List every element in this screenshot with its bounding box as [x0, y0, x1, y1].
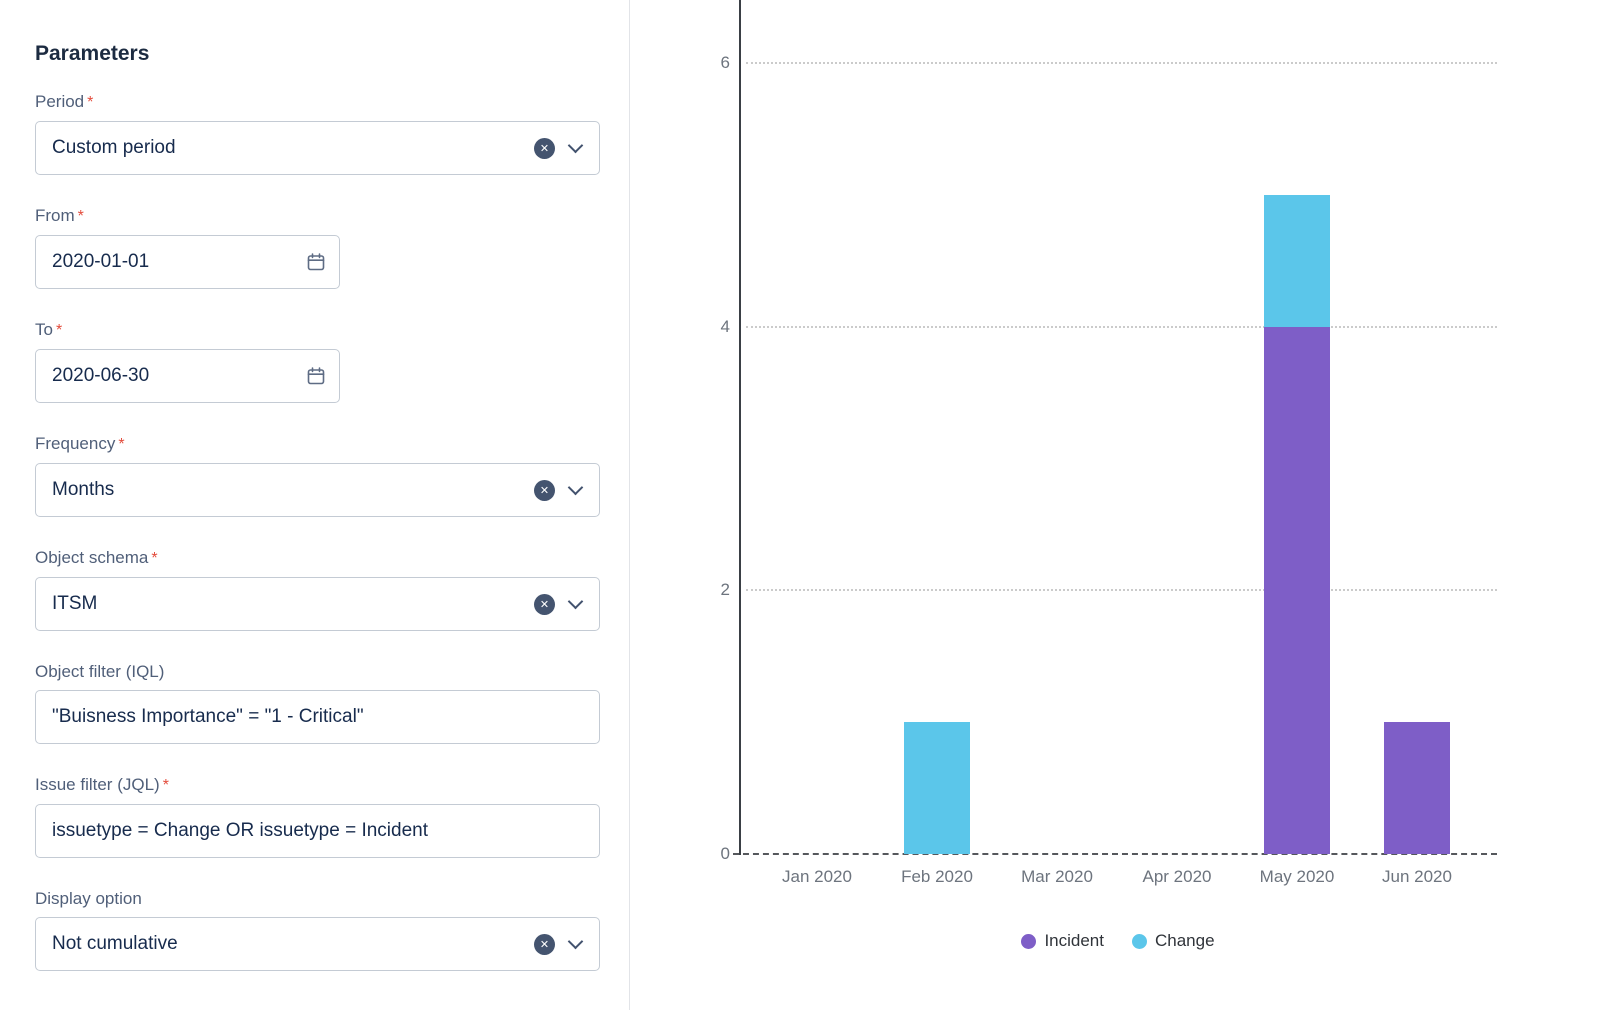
plot-area	[733, 0, 1497, 856]
object-schema-label-text: Object schema	[35, 548, 149, 567]
from-date-input[interactable]	[36, 251, 306, 273]
chart-panel: Incident Change 0 2 4 6 Jan 2020 Feb 2020 Mar 2…	[630, 0, 1600, 1010]
x-axis-zero-line	[733, 853, 1497, 855]
issue-filter-label: Issue filter (JQL) *	[35, 775, 599, 796]
to-label-text: To	[35, 320, 53, 339]
display-option-select[interactable]: Not cumulative ✕	[35, 917, 600, 971]
x-axis-label: Jan 2020	[782, 867, 852, 886]
to-date-input[interactable]	[36, 365, 306, 387]
y-axis-tick-label: 4	[720, 316, 730, 336]
field-object-schema: Object schema * ITSM ✕	[35, 548, 600, 631]
period-select-value: Custom period	[52, 137, 176, 158]
object-filter-label-text: Object filter (IQL)	[35, 662, 165, 681]
from-label-text: From	[35, 206, 75, 225]
required-asterisk: *	[55, 322, 63, 339]
legend-label: Incident	[1044, 931, 1104, 950]
period-label: Period *	[35, 92, 599, 113]
y-axis-line	[739, 0, 741, 855]
chevron-down-icon[interactable]	[567, 593, 584, 610]
period-select[interactable]: Custom period ✕	[35, 121, 600, 175]
bar-incident-jun-2020	[1384, 722, 1450, 854]
object-schema-select-value: ITSM	[52, 593, 98, 614]
gridline	[746, 325, 1497, 328]
field-display-option: Display option Not cumulative ✕	[35, 889, 600, 971]
required-asterisk: *	[118, 436, 125, 453]
chevron-down-icon[interactable]	[567, 479, 584, 496]
issue-filter-label-text: Issue filter (JQL)	[35, 775, 160, 794]
field-period: Period * Custom period ✕	[35, 92, 600, 175]
frequency-label: Frequency *	[35, 434, 599, 455]
calendar-icon[interactable]	[306, 366, 326, 386]
period-label-text: Period	[35, 92, 85, 111]
bar-change-may-2020	[1264, 194, 1330, 327]
chevron-down-icon[interactable]	[567, 137, 584, 154]
y-axis-tick-label: 2	[720, 580, 730, 600]
field-to: To *	[35, 320, 599, 403]
object-filter-label: Object filter (IQL)	[35, 662, 599, 682]
bar-incident-may-2020	[1264, 326, 1330, 854]
from-date-field[interactable]	[35, 235, 340, 289]
field-frequency: Frequency * Months ✕	[35, 434, 600, 517]
x-axis-label: May 2020	[1259, 867, 1335, 886]
object-schema-label: Object schema *	[35, 548, 599, 569]
bar-change-feb-2020	[904, 722, 970, 854]
display-option-label: Display option	[35, 889, 599, 909]
x-axis-label: Apr 2020	[1142, 867, 1212, 886]
frequency-label-text: Frequency	[35, 434, 116, 453]
x-axis-label: Jun 2020	[1382, 867, 1452, 886]
x-axis-label: Feb 2020	[901, 867, 973, 886]
required-asterisk: *	[162, 777, 169, 794]
parameters-panel: Parameters Period * Custom period ✕ From *	[0, 0, 630, 1010]
display-option-label-text: Display option	[35, 889, 142, 908]
required-asterisk: *	[151, 550, 158, 567]
chevron-down-icon[interactable]	[567, 933, 584, 950]
y-axis-tick-label: 6	[720, 53, 730, 72]
required-asterisk: *	[87, 94, 94, 111]
legend-dot	[1131, 933, 1147, 949]
calendar-icon[interactable]	[306, 252, 326, 272]
required-asterisk: *	[77, 208, 84, 225]
field-object-filter: Object filter (IQL)	[35, 662, 600, 744]
legend-dot	[1021, 933, 1037, 949]
legend-label: Change	[1154, 931, 1215, 950]
gridline	[746, 589, 1497, 592]
field-from: From *	[35, 206, 599, 289]
to-label: To *	[35, 320, 599, 341]
page-title: Parameters	[35, 42, 150, 65]
issue-filter-input[interactable]	[35, 804, 600, 858]
display-option-select-value: Not cumulative	[52, 933, 178, 954]
legend-item-incident[interactable]: Incident	[1021, 931, 1104, 951]
clear-icon[interactable]: ✕	[534, 593, 555, 615]
frequency-select-value: Months	[52, 479, 115, 500]
x-axis-label: Mar 2020	[1021, 867, 1093, 886]
object-filter-input[interactable]	[35, 690, 600, 744]
clear-icon[interactable]: ✕	[534, 479, 555, 501]
clear-icon[interactable]: ✕	[534, 933, 555, 955]
chart-legend: Incident Change	[739, 931, 1497, 951]
clear-icon[interactable]: ✕	[534, 137, 555, 159]
frequency-select[interactable]: Months ✕	[35, 463, 600, 517]
to-date-field[interactable]	[35, 349, 340, 403]
object-schema-select[interactable]: ITSM ✕	[35, 577, 600, 631]
gridline	[746, 62, 1497, 64]
field-issue-filter: Issue filter (JQL) *	[35, 775, 600, 858]
y-axis-tick-label: 0	[720, 844, 730, 863]
from-label: From *	[35, 206, 599, 227]
legend-item-change[interactable]: Change	[1131, 931, 1215, 951]
